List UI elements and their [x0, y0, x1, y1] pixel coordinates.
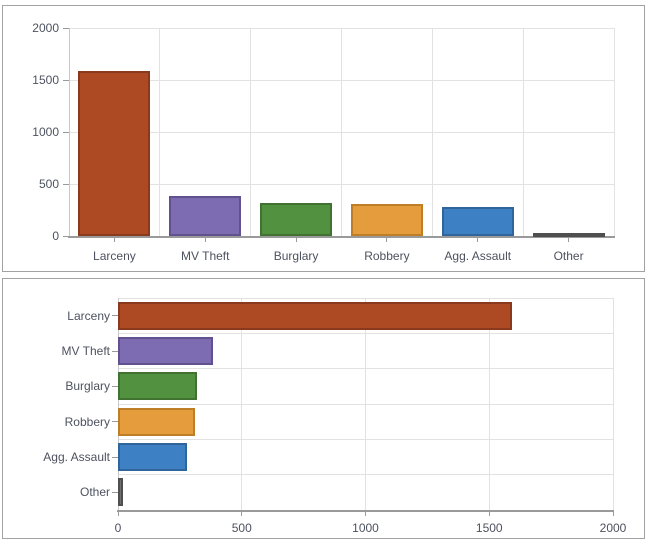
- bar-larceny[interactable]: [118, 301, 512, 330]
- bar-larceny[interactable]: [78, 70, 151, 236]
- y-gridline: [118, 403, 613, 405]
- category-label: Larceny: [67, 308, 110, 323]
- x-tick-label: 1000: [352, 521, 379, 535]
- category-label: Robbery: [364, 249, 410, 263]
- x-tick-label: 2000: [599, 521, 627, 535]
- y-axis-line: [118, 298, 119, 510]
- y-tick-label: 2000: [32, 21, 59, 35]
- x-tick: [365, 512, 366, 516]
- category-label: Agg. Assault: [43, 450, 110, 464]
- y-tick-label: 500: [38, 177, 59, 191]
- y-gridline: [118, 438, 613, 440]
- y-axis-line: [69, 28, 70, 236]
- category-label: Other: [79, 485, 110, 500]
- y-tick-label: 1000: [32, 125, 59, 139]
- bar-mv-theft[interactable]: [118, 337, 214, 365]
- x-tick-label: 0: [114, 521, 122, 535]
- bar-agg-assault[interactable]: [118, 443, 188, 471]
- y-tick: [112, 385, 118, 387]
- bar-burglary[interactable]: [260, 202, 333, 236]
- bar-robbery[interactable]: [350, 203, 423, 236]
- category-label: Burglary: [65, 379, 110, 394]
- x-gridline: [250, 28, 252, 236]
- y-tick: [112, 456, 118, 458]
- x-tick: [295, 238, 297, 242]
- x-gridline: [522, 28, 524, 236]
- category-label: MV Theft: [61, 344, 110, 358]
- y-tick-label: 0: [52, 229, 59, 243]
- y-tick: [63, 131, 69, 133]
- x-axis-line: [117, 510, 614, 512]
- x-tick: [204, 238, 206, 242]
- x-axis-line: [68, 236, 615, 238]
- category-label: MV Theft: [181, 249, 230, 263]
- y-tick: [112, 350, 118, 352]
- category-label: Larceny: [93, 249, 136, 263]
- x-tick: [117, 512, 119, 516]
- bar-robbery[interactable]: [118, 407, 195, 436]
- y-gridline: [118, 368, 613, 370]
- x-tick-label: 1500: [475, 521, 503, 535]
- x-tick: [113, 238, 115, 242]
- vertical-bar-chart-panel: 0 500 1000 1500 2000 Larceny MV Theft Burglary R…: [2, 5, 645, 272]
- y-tick-label: 1500: [32, 73, 59, 87]
- x-tick: [241, 512, 243, 516]
- category-label: Burglary: [273, 249, 319, 263]
- bar-agg-assault[interactable]: [441, 206, 514, 236]
- y-tick: [63, 27, 69, 29]
- y-tick: [112, 491, 118, 493]
- x-tick: [488, 512, 490, 516]
- y-gridline: [118, 297, 613, 299]
- y-gridline: [118, 474, 613, 476]
- x-gridline: [612, 298, 614, 510]
- x-gridline: [159, 28, 161, 236]
- x-gridline: [613, 28, 615, 236]
- y-tick: [112, 421, 118, 423]
- x-tick: [386, 238, 388, 242]
- bar-burglary[interactable]: [118, 372, 198, 401]
- x-gridline: [341, 28, 342, 236]
- x-tick: [612, 512, 614, 516]
- x-tick: [568, 238, 570, 242]
- y-tick: [63, 235, 69, 237]
- y-tick: [63, 79, 69, 81]
- y-tick: [112, 315, 118, 317]
- x-gridline: [431, 28, 433, 236]
- bar-mv-theft[interactable]: [169, 195, 242, 236]
- bar-other[interactable]: [118, 478, 123, 507]
- bar-other[interactable]: [532, 233, 605, 237]
- x-tick: [477, 238, 479, 242]
- y-gridline: [118, 332, 613, 334]
- category-label: Agg. Assault: [444, 249, 512, 263]
- category-label: Robbery: [64, 414, 110, 429]
- y-tick: [63, 183, 69, 185]
- x-tick-label: 500: [231, 521, 252, 535]
- horizontal-bar-chart-panel: 0 500 1000 1500 2000 Larceny MV Theft Burglary R…: [2, 278, 645, 539]
- category-label: Other: [553, 249, 584, 263]
